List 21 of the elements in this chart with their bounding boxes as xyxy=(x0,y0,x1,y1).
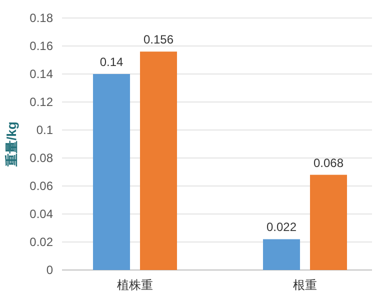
bar xyxy=(310,174,347,270)
y-tick-label: 0.06 xyxy=(30,179,54,193)
y-tick-label: 0.14 xyxy=(30,67,54,81)
y-tick-label: 0.1 xyxy=(36,123,54,137)
data-label: 0.14 xyxy=(100,55,124,69)
y-axis-title: 重量/kg xyxy=(4,122,19,168)
y-tick-label: 0.04 xyxy=(30,207,54,221)
data-label: 0.068 xyxy=(313,156,344,170)
y-tick-label: 0.18 xyxy=(30,11,54,25)
data-label: 0.156 xyxy=(143,32,174,47)
bar xyxy=(93,74,130,270)
y-tick-label: 0.08 xyxy=(30,151,54,165)
bar xyxy=(140,52,177,270)
x-tick-label: 植株重 xyxy=(117,278,153,292)
data-label: 0.022 xyxy=(266,220,297,234)
y-tick-label: 0.12 xyxy=(30,95,54,109)
x-tick-label: 根重 xyxy=(293,278,317,292)
y-tick-label: 0.02 xyxy=(30,235,54,249)
bar xyxy=(263,239,300,270)
y-tick-label: 0.16 xyxy=(30,39,54,53)
y-tick-label: 0 xyxy=(46,263,54,277)
